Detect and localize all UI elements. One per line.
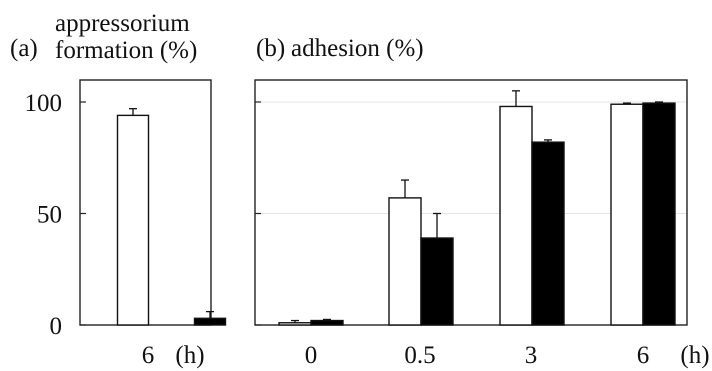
panel-b-bar bbox=[499, 105, 533, 326]
panel-b-panel-label: (b) bbox=[256, 35, 285, 62]
panel-b-bar bbox=[610, 103, 644, 326]
panel-a-x-tick-label: 6 bbox=[142, 342, 155, 369]
panel-a-y-tick-label: 100 bbox=[25, 90, 63, 117]
panel-b-chart: (b) adhesion (%) 0 0.5 3 6 (h) bbox=[254, 35, 710, 369]
panel-b-x-unit: (h) bbox=[680, 342, 709, 369]
panel-b-title-line: adhesion (%) bbox=[291, 35, 424, 62]
panel-a-title-line: formation (%) bbox=[55, 37, 197, 64]
panel-a-x-unit: (h) bbox=[175, 342, 204, 369]
panel-b-x-tick-label: 0.5 bbox=[404, 342, 435, 369]
panel-a-panel-label: (a) bbox=[10, 35, 38, 62]
panel-b-x-tick-label: 6 bbox=[637, 342, 650, 369]
panel-b-bar bbox=[388, 197, 422, 326]
panel-b-bar bbox=[420, 237, 454, 326]
panel-a-title-line: appressorium bbox=[55, 10, 190, 37]
panel-b-x-tick-label: 3 bbox=[525, 342, 538, 369]
panel-b-x-tick-label: 0 bbox=[305, 342, 318, 369]
panel-b-bar bbox=[310, 319, 344, 326]
panel-b-bar bbox=[642, 102, 676, 326]
panel-a-bar bbox=[116, 114, 150, 326]
panel-b-bar bbox=[278, 322, 312, 326]
panel-a-y-tick-label: 0 bbox=[50, 313, 63, 340]
panel-b-frame bbox=[254, 79, 688, 326]
panel-a-bar bbox=[193, 317, 227, 326]
panel-b-bar bbox=[531, 141, 565, 326]
panel-a-y-tick-label: 50 bbox=[37, 202, 62, 229]
